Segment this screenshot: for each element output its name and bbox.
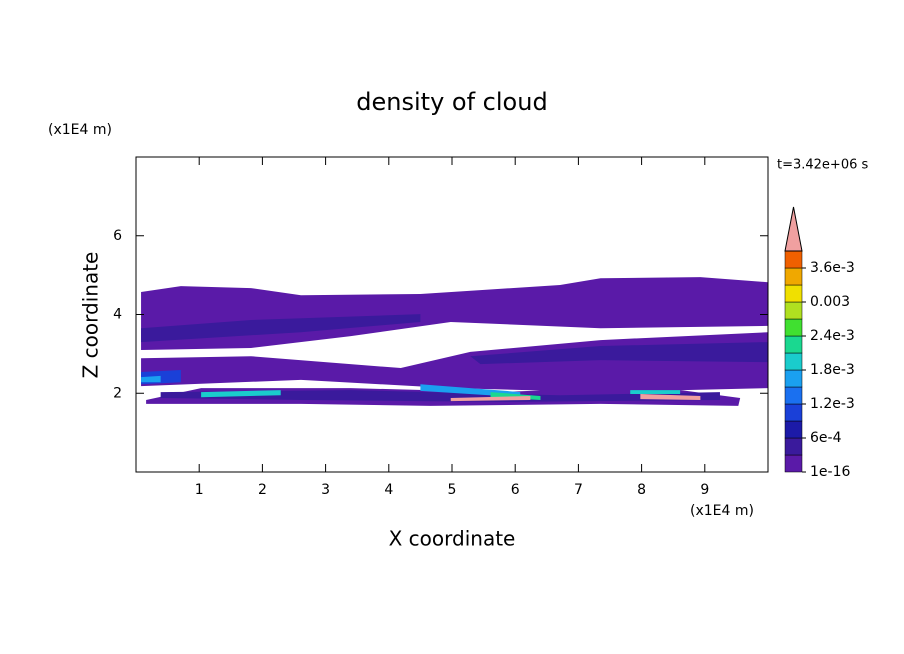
y-tick-label: 4	[113, 307, 122, 323]
colorbar-band	[784, 437, 803, 456]
colorbar-tick-label: 3.6e-3	[810, 260, 855, 276]
x-tick-label: 4	[384, 482, 393, 498]
y-tick-label: 6	[113, 228, 122, 244]
colorbar-tick-label: 1.8e-3	[810, 362, 855, 378]
x-tick-label: 2	[258, 482, 267, 498]
colorbar-tick-label: 0.003	[810, 294, 850, 310]
contour-region	[141, 314, 421, 343]
colorbar-band	[784, 318, 803, 337]
x-tick-label: 7	[574, 482, 583, 498]
colorbar-tick-label: 2.4e-3	[810, 328, 855, 344]
contour-region	[160, 390, 720, 402]
colorbar-band	[784, 301, 803, 320]
colorbar-band	[784, 267, 803, 286]
y-axis-label: Z coordinate	[79, 252, 103, 379]
x-tick-label: 6	[511, 482, 520, 498]
x-unit: (x1E4 m)	[690, 503, 754, 519]
colorbar-band	[784, 284, 803, 303]
colorbar-band	[784, 403, 803, 422]
colorbar-band	[784, 369, 803, 388]
chart-title: density of cloud	[356, 88, 547, 116]
contour-region	[201, 390, 281, 398]
contour-region	[450, 396, 531, 402]
x-tick-label: 3	[321, 482, 330, 498]
x-axis-label: X coordinate	[389, 527, 516, 551]
colorbar-band	[784, 454, 803, 473]
colorbar-band	[784, 420, 803, 439]
colorbar-band	[784, 250, 803, 269]
y-tick-label: 2	[113, 385, 122, 401]
contour-region	[630, 390, 681, 395]
time-annotation: t=3.42e+06 s	[777, 158, 869, 173]
colorbar-band	[784, 352, 803, 371]
colorbar-extend	[784, 206, 803, 252]
colorbar-tick-label: 1.2e-3	[810, 396, 855, 412]
contour-region	[640, 394, 701, 400]
x-tick-label: 5	[448, 482, 457, 498]
contour-region	[470, 342, 768, 365]
colorbar-tick-label: 1e-16	[810, 464, 850, 480]
colorbar-band	[784, 386, 803, 405]
x-tick-label: 1	[195, 482, 204, 498]
y-unit: (x1E4 m)	[48, 122, 112, 138]
x-tick-label: 8	[637, 482, 646, 498]
colorbar-tick-label: 6e-4	[810, 430, 842, 446]
contour-region	[141, 375, 161, 383]
x-tick-label: 9	[700, 482, 709, 498]
colorbar-band	[784, 335, 803, 354]
